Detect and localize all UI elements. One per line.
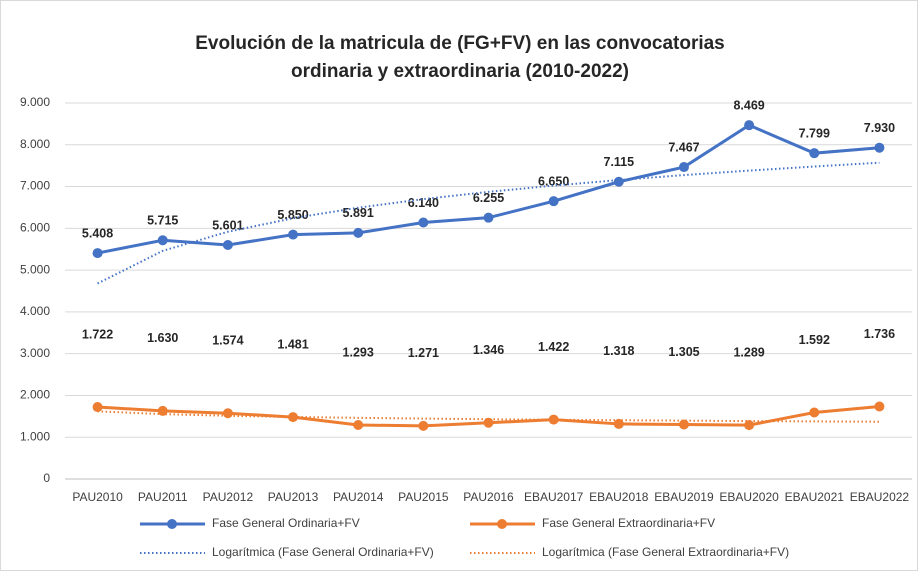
point [92, 402, 103, 413]
data-label: 6.140 [408, 196, 439, 210]
x-tick-label: PAU2012 [203, 490, 254, 504]
legend-marker [167, 519, 177, 529]
point [874, 401, 885, 412]
x-tick-label: PAU2016 [463, 490, 514, 504]
point [353, 419, 364, 430]
x-tick-label: PAU2013 [268, 490, 319, 504]
point [288, 412, 299, 423]
point [157, 405, 168, 416]
y-tick-label: 1.000 [20, 429, 50, 443]
x-tick-label: PAU2011 [138, 490, 188, 504]
point [222, 240, 233, 251]
chart-title: Evolución de la matricula de (FG+FV) en … [195, 33, 725, 82]
y-tick-label: 2.000 [20, 388, 50, 402]
point [483, 417, 494, 428]
x-tick-label: EBAU2020 [719, 490, 779, 504]
point [678, 162, 689, 173]
point [483, 212, 494, 223]
trend-line [97, 161, 880, 285]
data-label: 1.630 [147, 331, 178, 345]
data-label: 5.601 [212, 218, 243, 232]
point [678, 419, 689, 430]
data-label: 1.293 [343, 345, 374, 359]
data-label: 1.318 [603, 344, 634, 358]
data-label: 7.799 [799, 126, 830, 140]
y-tick-label: 8.000 [20, 137, 50, 151]
data-label: 6.255 [473, 191, 504, 205]
data-label: 1.422 [538, 340, 569, 354]
point [418, 217, 429, 228]
data-label: 1.346 [473, 343, 504, 357]
data-label: 5.408 [82, 226, 113, 240]
data-label: 1.481 [277, 337, 308, 351]
x-tick-label: PAU2014 [333, 490, 384, 504]
point [744, 120, 755, 131]
y-tick-label: 4.000 [20, 304, 50, 318]
data-label: 7.115 [604, 155, 635, 169]
point [809, 407, 820, 418]
x-tick-label: EBAU2017 [524, 490, 584, 504]
y-tick-label: 7.000 [20, 179, 50, 193]
y-tick-label: 0 [43, 471, 50, 485]
point [613, 418, 624, 429]
point [222, 408, 233, 419]
x-tick-label: EBAU2018 [589, 490, 649, 504]
x-tick-label: PAU2015 [398, 490, 449, 504]
data-label: 1.271 [408, 346, 439, 360]
data-label: 7.930 [864, 121, 895, 135]
data-label: 1.736 [864, 327, 895, 341]
x-tick-label: EBAU2019 [654, 490, 714, 504]
point [809, 148, 820, 159]
data-label: 1.592 [799, 333, 830, 347]
data-label: 1.722 [82, 327, 113, 341]
data-label: 6.650 [538, 174, 569, 188]
point [613, 176, 624, 187]
data-label: 7.467 [668, 140, 699, 154]
point [874, 142, 885, 153]
y-tick-label: 5.000 [20, 262, 50, 276]
legend-marker [497, 519, 507, 529]
legend-label: Logarítmica (Fase General Extraordinaria… [542, 545, 789, 559]
data-label: 5.715 [147, 214, 178, 228]
point [418, 420, 429, 431]
legend-label: Fase General Extraordinaria+FV [542, 516, 715, 530]
point [288, 229, 299, 240]
point [157, 235, 168, 246]
point [548, 196, 559, 207]
y-tick-label: 9.000 [20, 95, 50, 109]
point [744, 420, 755, 431]
y-tick-label: 6.000 [20, 221, 50, 235]
x-tick-label: PAU2010 [72, 490, 123, 504]
data-label: 5.850 [277, 208, 308, 222]
point [353, 227, 364, 238]
y-tick-label: 3.000 [20, 346, 50, 360]
point [92, 248, 103, 259]
data-label: 1.305 [668, 345, 699, 359]
data-label: 8.469 [733, 98, 764, 112]
legend-label: Fase General Ordinaria+FV [212, 516, 360, 530]
x-tick-label: EBAU2022 [850, 490, 910, 504]
legend-label: Logarítmica (Fase General Ordinaria+FV) [212, 545, 434, 559]
data-label: 1.574 [212, 334, 243, 348]
x-tick-label: EBAU2021 [785, 490, 845, 504]
data-label: 1.289 [733, 345, 764, 359]
